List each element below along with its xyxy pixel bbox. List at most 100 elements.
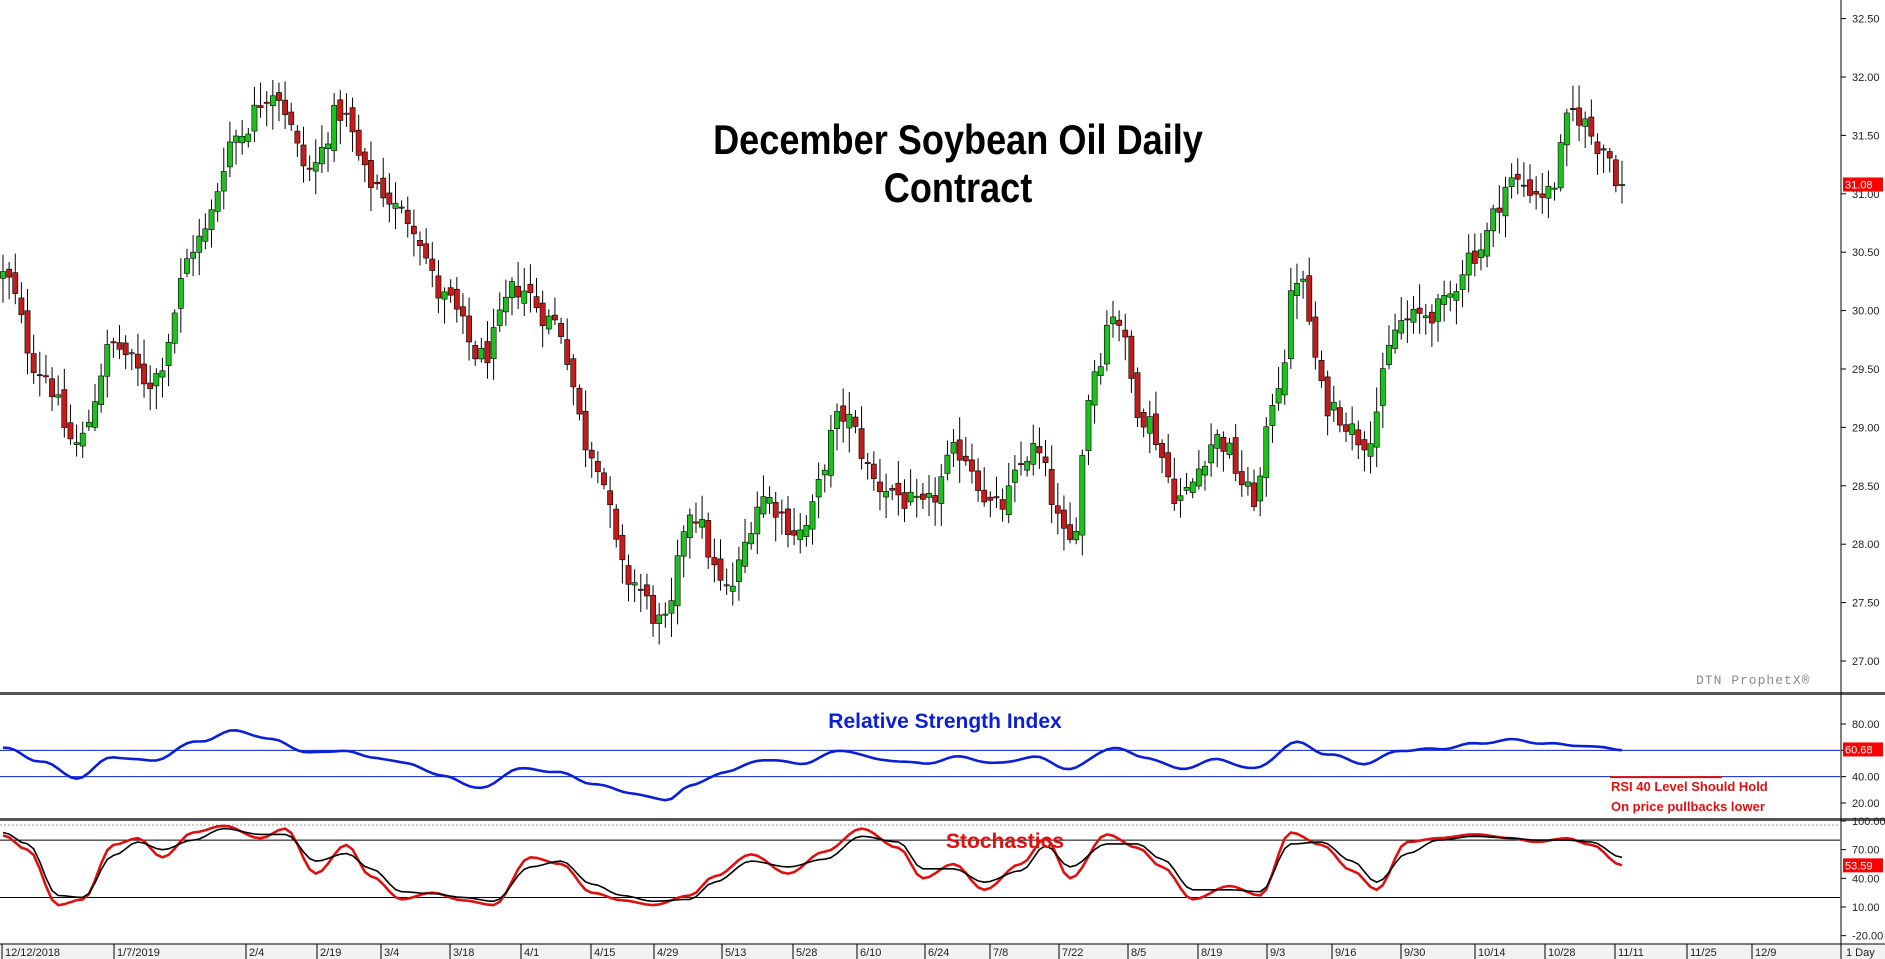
- candle: [257, 82, 264, 118]
- candle-body: [1453, 291, 1460, 301]
- date-tick-label: 8/5: [1131, 947, 1146, 959]
- rsi-annotation-line-2: On price pullbacks lower: [1611, 799, 1765, 814]
- last-price-badge: 31.08: [1845, 179, 1873, 191]
- rsi-line: [2, 729, 1623, 802]
- candle: [1576, 85, 1582, 142]
- candle-body: [558, 323, 564, 337]
- candle-body: [852, 416, 859, 427]
- candle: [717, 539, 724, 591]
- candle: [1539, 172, 1546, 214]
- rsi-annotation-line-1: RSI 40 Level Should Hold: [1611, 779, 1768, 794]
- candle-body: [1036, 446, 1043, 454]
- candle-body: [92, 401, 98, 428]
- candle-body: [1214, 434, 1221, 449]
- candle: [938, 464, 945, 526]
- candle: [729, 562, 736, 606]
- candle: [791, 507, 798, 546]
- candle: [36, 351, 43, 397]
- candle-body: [1520, 184, 1527, 187]
- candle-body: [110, 341, 117, 344]
- candle-body: [1146, 416, 1153, 434]
- date-axis: 12/12/2018 1/7/2019 2/4 2/19 3/4 3/18 4/1 4/15 4…: [0, 943, 1885, 959]
- candle: [1287, 267, 1294, 370]
- candle: [1177, 478, 1184, 518]
- candle-body: [631, 582, 638, 586]
- candle-body: [533, 296, 540, 309]
- candle: [1349, 406, 1356, 451]
- candle-body: [1404, 318, 1411, 321]
- candle-body: [392, 202, 399, 209]
- candle-body: [515, 286, 522, 298]
- candle-body: [815, 479, 822, 498]
- panel-divider: [0, 692, 1885, 695]
- candle-body: [61, 389, 68, 428]
- candle-body: [276, 92, 282, 101]
- candle-body: [1478, 249, 1484, 258]
- candle-body: [368, 160, 374, 188]
- candle: [680, 525, 687, 578]
- candle-body: [355, 129, 362, 156]
- candle: [1612, 154, 1619, 193]
- candle-body: [282, 99, 288, 115]
- candle: [1232, 424, 1239, 482]
- candle: [417, 231, 423, 266]
- candle-body: [601, 472, 607, 486]
- candle-body: [49, 378, 55, 398]
- candle-body: [1459, 274, 1466, 290]
- candle-body: [202, 228, 209, 242]
- candle-body: [1306, 275, 1313, 322]
- candle-body: [736, 559, 742, 582]
- candle-body: [570, 358, 577, 388]
- candle-body: [1428, 311, 1435, 324]
- candle-body: [1091, 371, 1098, 406]
- candle-body: [386, 192, 393, 205]
- price-tick-label: 29.50: [1852, 364, 1880, 376]
- candle-body: [1514, 173, 1521, 180]
- candle: [760, 475, 767, 518]
- value-axes: 27.00 27.50 28.00 28.50 29.00 29.50 30.00 30.50…: [1841, 14, 1885, 943]
- candle-body: [453, 288, 460, 310]
- candle-body: [1502, 186, 1509, 217]
- candle: [864, 453, 871, 480]
- candle-body: [809, 501, 816, 530]
- candle-body: [846, 413, 853, 429]
- candle-body: [435, 275, 442, 299]
- candle: [1140, 408, 1147, 438]
- candle: [502, 279, 509, 326]
- candle: [748, 521, 755, 550]
- candle: [165, 333, 172, 387]
- candle: [374, 174, 380, 190]
- candle-body: [67, 422, 74, 440]
- candle: [962, 436, 969, 466]
- price-tick-label: 28.00: [1852, 539, 1880, 551]
- candle-body: [1398, 320, 1405, 334]
- candle-body: [552, 314, 558, 321]
- stoch-tick-label: 70.00: [1852, 845, 1880, 857]
- candle: [1398, 297, 1405, 340]
- candle-body: [686, 514, 693, 538]
- candle: [288, 102, 295, 131]
- candle: [294, 124, 301, 157]
- date-tick-label: 2/19: [320, 947, 341, 959]
- candle-body: [803, 525, 810, 537]
- candle: [1502, 176, 1509, 238]
- candle: [1441, 280, 1448, 322]
- candle: [306, 155, 313, 182]
- candle-body: [251, 104, 258, 132]
- candle: [552, 297, 558, 326]
- date-tick-label: 10/14: [1478, 947, 1506, 959]
- candle: [43, 354, 49, 384]
- candle: [190, 235, 197, 277]
- candle: [453, 277, 460, 323]
- candle-body: [1508, 177, 1515, 187]
- candle: [1067, 502, 1073, 544]
- candle: [736, 546, 742, 601]
- candle: [1238, 450, 1245, 497]
- candle: [650, 585, 656, 637]
- candle-body: [932, 495, 939, 503]
- candle: [723, 568, 730, 595]
- candle-body: [834, 411, 840, 430]
- candle: [1379, 352, 1386, 429]
- candle: [1373, 387, 1380, 468]
- candle-body: [214, 191, 221, 212]
